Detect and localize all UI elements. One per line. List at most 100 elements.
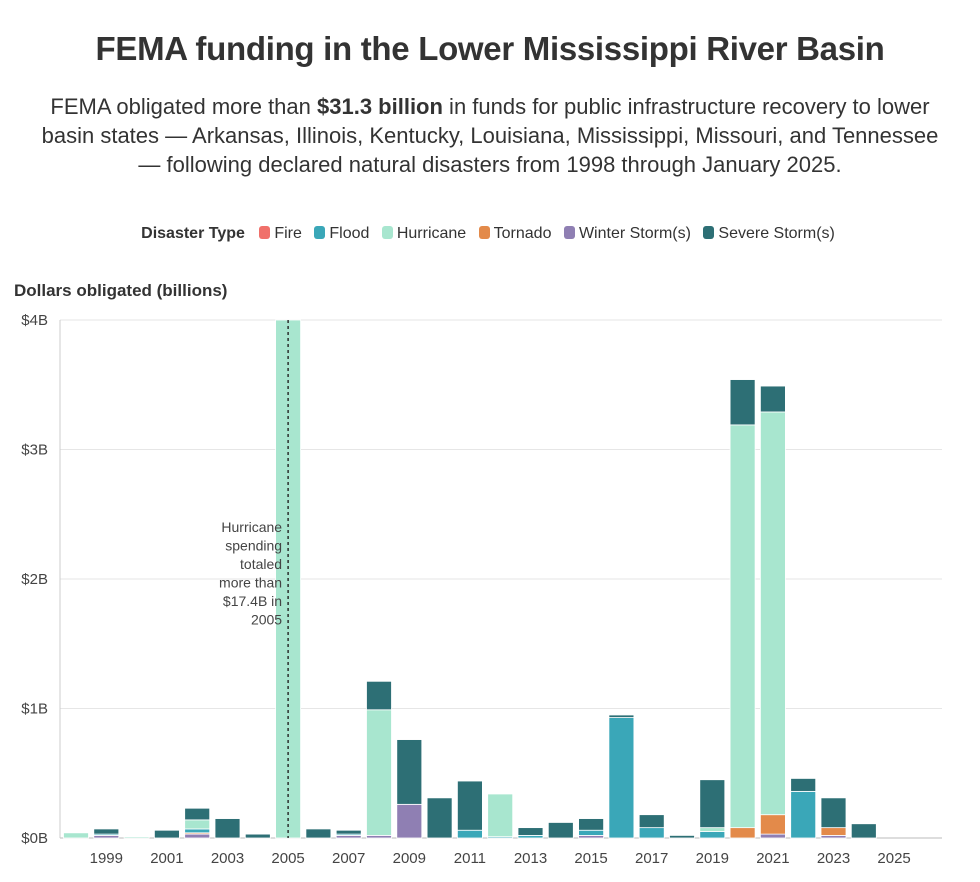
bar-2009-severe-storm-s-: [396, 739, 423, 805]
x-tick-label-2015: 2015: [574, 850, 607, 867]
bar-2019-flood: [699, 831, 726, 839]
x-tick-label-2021: 2021: [756, 850, 789, 867]
annotation-text-line: more than: [219, 575, 282, 591]
bar-2001-severe-storm-s-: [153, 829, 180, 839]
x-tick-label-2013: 2013: [514, 850, 547, 867]
legend-label-fire: Fire: [274, 225, 302, 242]
annotation-text-line: spending: [225, 538, 282, 554]
legend-swatch-flood: [314, 226, 326, 239]
annotation-text-line: $17.4B in: [223, 593, 282, 609]
y-tick-label: $4B: [21, 312, 48, 329]
x-tick-label-2017: 2017: [635, 850, 668, 867]
bar-2014-severe-storm-s-: [547, 822, 574, 839]
bar-2020-severe-storm-s-: [729, 379, 756, 426]
bar-2006-severe-storm-s-: [305, 828, 332, 839]
bar-2011-flood: [456, 829, 483, 839]
bar-2017-flood: [638, 827, 665, 839]
bar-2011-severe-storm-s-: [456, 780, 483, 831]
bar-2016-flood: [608, 717, 635, 839]
legend-swatch-tornado: [478, 226, 490, 239]
x-tick-label-2011: 2011: [454, 850, 486, 867]
legend-label-tornado: Tornado: [493, 225, 552, 242]
bar-2017-severe-storm-s-: [638, 814, 665, 829]
bar-2019-hurricane: [699, 827, 726, 832]
legend-swatch-fire: [259, 226, 271, 239]
legend-label-flood: Flood: [329, 225, 370, 242]
x-tick-label-2003: 2003: [211, 850, 244, 867]
legend-item-fire: Fire: [259, 225, 302, 243]
y-tick-label: $1B: [21, 701, 48, 718]
bar-2002-flood: [184, 828, 211, 834]
legend-title: Disaster Type: [141, 225, 245, 242]
annotation-text-line: 2005: [251, 612, 282, 628]
bar-2010-severe-storm-s-: [426, 797, 453, 839]
legend-label-severe-storm: Severe Storm(s): [718, 225, 835, 242]
bar-2002-hurricane: [184, 819, 211, 830]
x-tick-label-2019: 2019: [696, 850, 729, 867]
bar-2000-hurricane: [123, 836, 150, 839]
subtitle-highlight-amount: $31.3 billion: [317, 94, 443, 119]
bar-2015-flood: [578, 829, 604, 836]
bar-2020-tornado: [729, 827, 756, 839]
legend-item-flood: Flood: [314, 225, 369, 243]
bar-2008-severe-storm-s-: [366, 680, 392, 711]
bar-2023-severe-storm-s-: [820, 797, 847, 829]
bar-1999-severe-storm-s-: [93, 828, 120, 835]
bar-2003-severe-storm-s-: [214, 818, 241, 839]
gridlines: [59, 319, 942, 839]
legend-item-tornado: Tornado: [478, 225, 552, 243]
x-tick-label-1999: 1999: [90, 850, 123, 867]
bar-2004-severe-storm-s-: [244, 833, 271, 839]
bar-2021-tornado: [760, 814, 786, 835]
x-tick-label-2001: 2001: [150, 850, 183, 867]
bar-2021-winter-storm-s-: [760, 833, 786, 839]
legend-swatch-winter-storm: [563, 226, 575, 239]
bar-2022-severe-storm-s-: [790, 778, 817, 792]
legend-swatch-severe-storm: [703, 226, 715, 239]
legend-item-hurricane: Hurricane: [381, 225, 467, 243]
x-axis-ticks: 1999 2001 2003 2005 2007 2009 2011 2013 2015 2017…: [90, 850, 911, 867]
legend-label-winter-storm: Winter Storm(s): [578, 225, 691, 242]
bar-2009-winter-storm-s-: [396, 803, 423, 839]
bar-2024-severe-storm-s-: [850, 823, 877, 839]
x-tick-label-2023: 2023: [817, 850, 850, 867]
bar-2007-severe-storm-s-: [335, 829, 362, 835]
y-tick-label: $3B: [21, 442, 48, 459]
annotation: Hurricane spending totaled more than $17.4B …: [219, 320, 289, 838]
bar-2002-winter-storm-s-: [184, 833, 211, 839]
annotation-text-line: totaled: [240, 556, 282, 572]
chart-title: FEMA funding in the Lower Mississippi Ri…: [95, 30, 885, 67]
bar-2021-hurricane: [760, 411, 786, 816]
chart-subtitle: FEMA obligated more than $31.3 billion i…: [30, 92, 950, 179]
x-tick-label-2005: 2005: [271, 850, 304, 867]
y-tick-label: $0B: [21, 830, 48, 847]
y-tick-label: $2B: [21, 571, 48, 588]
legend-label-hurricane: Hurricane: [396, 225, 467, 242]
bars: [63, 319, 877, 839]
y-axis-ticks: $0B $1B $2B $3B $4B: [21, 312, 48, 847]
bar-2023-tornado: [820, 827, 847, 836]
bar-2022-flood: [790, 790, 817, 839]
subtitle-text-pre: FEMA obligated more than: [50, 94, 317, 119]
legend-swatch-hurricane: [381, 226, 393, 239]
legend-item-winter-storm: Winter Storm(s): [563, 225, 691, 243]
x-tick-label-2025: 2025: [877, 850, 910, 867]
bar-2013-severe-storm-s-: [517, 827, 544, 836]
annotation-text-line: Hurricane: [221, 519, 282, 535]
bar-1998-hurricane: [63, 832, 89, 839]
subtitle-text-post: in funds for public infrastructure recov…: [41, 94, 939, 177]
bar-2021-severe-storm-s-: [760, 385, 786, 413]
bar-2020-hurricane: [729, 424, 756, 829]
x-tick-label-2009: 2009: [393, 850, 426, 867]
y-axis-label: Dollars obligated (billions): [14, 281, 228, 300]
bar-2016-severe-storm-s-: [608, 714, 635, 718]
bar-2002-severe-storm-s-: [184, 807, 211, 821]
legend-item-severe-storm: Severe Storm(s): [703, 225, 835, 243]
legend: Disaster Type Fire Flood Hurricane Torna…: [0, 225, 980, 243]
bar-2015-severe-storm-s-: [578, 818, 604, 831]
bar-2012-hurricane: [487, 793, 514, 838]
bar-2018-severe-storm-s-: [669, 835, 695, 839]
bar-2019-severe-storm-s-: [699, 779, 726, 829]
stacked-bar-chart: $0B $1B $2B $3B $4B 1999 2001 2003 2005 2007 2009…: [21, 312, 942, 867]
x-tick-label-2007: 2007: [332, 850, 365, 867]
